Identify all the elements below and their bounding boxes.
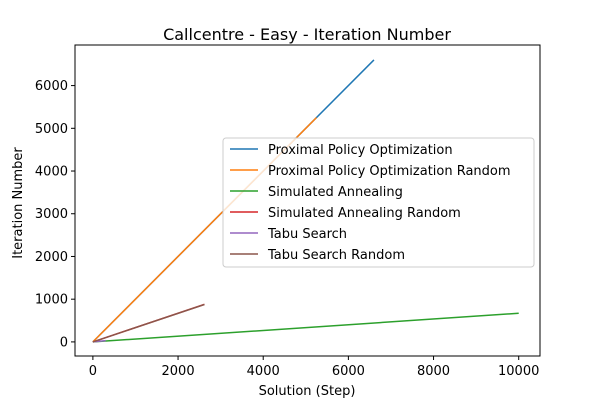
x-axis-label: Solution (Step) <box>259 384 356 399</box>
y-tick-label-0: 0 <box>60 335 68 350</box>
x-tick-label-1: 2000 <box>162 364 195 379</box>
x-tick-label-2: 4000 <box>247 364 280 379</box>
legend-box <box>222 137 535 268</box>
series-line-2 <box>92 312 519 343</box>
legend-label-5: Tabu Search Random <box>267 248 405 263</box>
chart-title: Callcentre - Easy - Iteration Number <box>163 25 451 44</box>
y-tick-label-3: 3000 <box>35 207 68 222</box>
series-line-5 <box>92 303 205 343</box>
y-tick-label-4: 4000 <box>35 165 68 180</box>
x-tick-label-0: 0 <box>89 364 97 379</box>
y-tick-label-2: 2000 <box>35 250 68 265</box>
y-tick-label-1: 1000 <box>35 293 68 308</box>
legend-label-1: Proximal Policy Optimization Random <box>268 164 511 179</box>
x-axis-ticks: 0 2000 4000 6000 8000 10000 <box>89 356 539 379</box>
legend-label-4: Tabu Search <box>267 227 347 242</box>
legend-label-2: Simulated Annealing <box>268 185 403 200</box>
y-tick-label-5: 5000 <box>35 122 68 137</box>
x-tick-label-3: 6000 <box>332 364 365 379</box>
x-tick-label-5: 10000 <box>498 364 539 379</box>
y-axis-label: Iteration Number <box>11 147 26 259</box>
plot-frame <box>74 44 541 357</box>
legend-label-0: Proximal Policy Optimization <box>268 143 453 158</box>
legend: Proximal Policy Optimization Proximal Pol… <box>222 137 535 268</box>
y-axis-ticks: 0 1000 2000 3000 4000 5000 6000 <box>35 79 75 350</box>
legend-label-3: Simulated Annealing Random <box>268 206 461 221</box>
y-tick-label-6: 6000 <box>35 79 68 94</box>
x-tick-label-4: 8000 <box>417 364 450 379</box>
